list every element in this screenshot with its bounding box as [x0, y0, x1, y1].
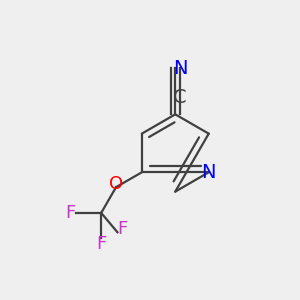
Text: N: N [202, 163, 216, 182]
Text: F: F [96, 235, 106, 253]
Text: C: C [173, 88, 187, 107]
Text: O: O [109, 175, 123, 193]
Text: F: F [117, 220, 127, 238]
Text: F: F [65, 204, 75, 222]
Text: N: N [173, 59, 187, 78]
